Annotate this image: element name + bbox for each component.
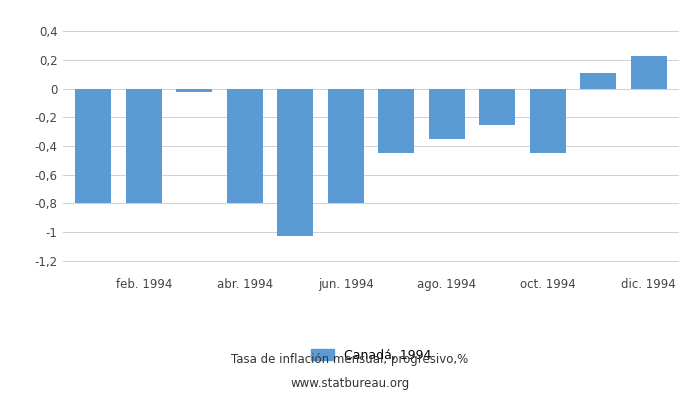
Text: www.statbureau.org: www.statbureau.org <box>290 378 410 390</box>
Bar <box>227 89 263 203</box>
Bar <box>580 73 617 89</box>
Bar <box>176 89 213 92</box>
Bar <box>631 56 667 89</box>
Bar <box>75 89 111 203</box>
Bar <box>328 89 364 203</box>
Bar <box>479 89 515 124</box>
Bar <box>277 89 314 236</box>
Bar <box>378 89 414 153</box>
Bar <box>428 89 465 139</box>
Bar <box>125 89 162 203</box>
Legend: Canadá, 1994: Canadá, 1994 <box>311 349 431 362</box>
Bar <box>529 89 566 153</box>
Text: Tasa de inflación mensual, progresivo,%: Tasa de inflación mensual, progresivo,% <box>232 354 468 366</box>
